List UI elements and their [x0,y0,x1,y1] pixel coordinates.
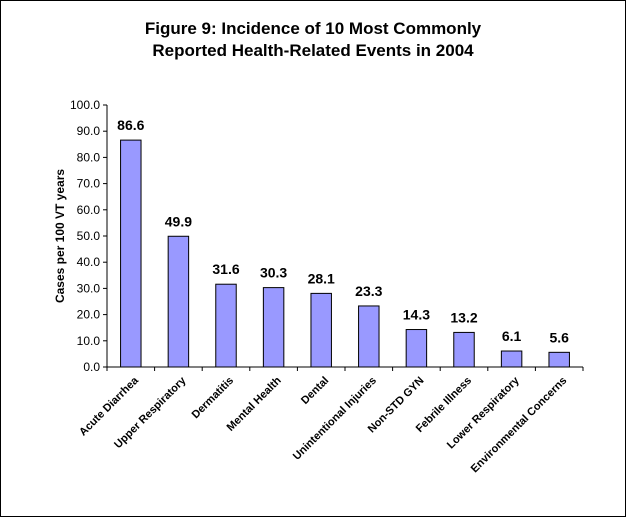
data-label: 30.3 [260,265,287,281]
bar [167,235,190,368]
data-label: 86.6 [117,117,144,133]
bar [215,283,237,368]
bar [358,305,380,368]
y-tick-label: 30.0 [77,281,101,295]
data-label: 49.9 [165,213,192,229]
data-label: 23.3 [355,283,382,299]
category-label: Dermatitis [190,375,237,422]
y-tick-label: 20.0 [77,308,101,322]
data-label: 28.1 [308,270,335,286]
bar [453,331,475,368]
bar [500,350,523,368]
y-tick-label: 50.0 [77,229,101,243]
data-label: 5.6 [549,329,569,345]
bar [310,292,332,368]
data-label: 31.6 [212,261,239,277]
bar [548,351,570,368]
category-label: Unintentional Injuries [291,375,379,463]
chart-title: Figure 9: Incidence of 10 Most Commonly … [0,18,626,62]
plot-area: 0.0 10.0 20.0 30.0 40.0 50.0 60.0 70.0 80.0 90.0 1… [70,98,584,476]
y-tick-label: 90.0 [77,124,101,138]
y-axis-label: Cases per 100 VT years [53,169,67,303]
data-label: 6.1 [502,328,522,344]
y-tick-label: 80.0 [77,150,101,164]
y-tick-label: 100.0 [70,98,100,112]
category-label: Environmental Concerns [469,375,570,476]
bar [120,139,142,368]
data-label: 14.3 [403,307,430,323]
y-tick-label: 10.0 [77,334,101,348]
y-tick-label: 60.0 [77,203,101,217]
chart-title-line-1: Figure 9: Incidence of 10 Most Commonly [144,19,482,38]
bar [405,329,428,368]
data-label: 13.2 [450,309,477,325]
chart-title-line-2: Reported Health-Related Events in 2004 [152,41,474,60]
category-label: Dental [299,375,331,407]
y-tick-label: 0.0 [83,360,100,374]
y-tick-label: 40.0 [77,255,101,269]
y-tick-label: 70.0 [77,177,101,191]
bar [262,287,285,368]
